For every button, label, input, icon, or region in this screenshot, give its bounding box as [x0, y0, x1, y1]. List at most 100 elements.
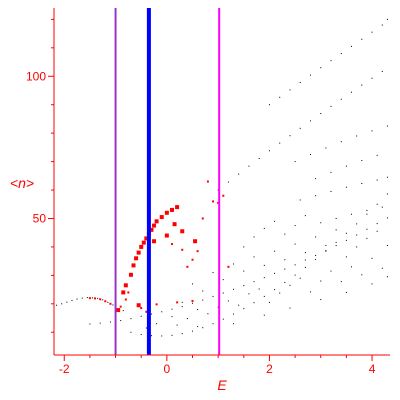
data-point-s0-161 [345, 256, 347, 258]
data-point-s0-130 [227, 300, 229, 302]
data-point-s1-0 [88, 297, 91, 300]
data-point-s1-2 [99, 298, 102, 301]
data-point-s0-82 [340, 98, 342, 100]
data-point-s0-87 [268, 104, 270, 106]
data-point-s0-70 [217, 189, 219, 191]
data-point-s0-73 [248, 165, 250, 167]
data-point-s0-115 [345, 186, 347, 188]
data-point-s0-124 [156, 323, 158, 325]
data-point-s0-54 [233, 313, 235, 315]
data-point-s0-131 [238, 304, 240, 306]
data-point-s0-35 [304, 259, 306, 261]
data-point-s1-22 [170, 243, 173, 246]
data-point-s0-62 [315, 258, 317, 260]
data-point-s0-126 [186, 318, 188, 320]
data-point-s0-104 [356, 135, 358, 137]
data-point-s0-84 [361, 84, 363, 86]
axes-layer: -2 0 2 4 50 100 [26, 8, 390, 376]
data-point-s0-106 [386, 125, 388, 127]
data-point-s1-19 [206, 180, 209, 183]
data-point-s0-118 [386, 176, 388, 178]
data-point-s0-167 [253, 236, 255, 238]
data-point-s0-152 [253, 256, 255, 258]
data-point-s0-159 [325, 244, 327, 246]
data-point-s0-136 [289, 284, 291, 286]
data-point-s1-5 [119, 305, 122, 308]
data-point-s0-176 [197, 308, 199, 310]
data-point-s0-102 [325, 147, 327, 149]
y-tick-label: 50 [33, 211, 47, 225]
data-point-s0-23 [181, 306, 183, 308]
data-point-s0-27 [222, 292, 224, 294]
data-point-s0-181 [345, 291, 347, 293]
data-point-s0-69 [386, 193, 388, 195]
data-point-s0-138 [309, 291, 311, 293]
data-point-s1-13 [191, 258, 194, 261]
data-point-s0-120 [335, 217, 337, 219]
data-point-s2-14 [164, 210, 169, 215]
data-point-s0-61 [304, 266, 306, 268]
data-point-s0-44 [130, 331, 132, 333]
data-point-s0-114 [330, 190, 332, 192]
data-point-s0-18 [130, 318, 132, 320]
data-point-s2-4 [134, 256, 139, 261]
data-point-s1-23 [181, 248, 184, 251]
data-point-s0-60 [294, 274, 296, 276]
data-point-s0-67 [366, 213, 368, 215]
x-tick-label: 2 [266, 362, 273, 376]
data-point-s0-135 [279, 292, 281, 294]
data-point-s0-153 [263, 264, 265, 266]
x-tick-label: 4 [369, 362, 376, 376]
data-point-s0-51 [202, 327, 204, 329]
data-point-s0-42 [376, 223, 378, 225]
data-point-s0-132 [248, 293, 250, 295]
data-point-s0-141 [340, 281, 342, 283]
data-point-s0-91 [309, 74, 311, 76]
data-point-s0-137 [299, 277, 301, 279]
data-point-s2-11 [152, 223, 157, 228]
data-point-s0-65 [345, 232, 347, 234]
data-point-s0-125 [176, 324, 178, 326]
data-point-s0-29 [243, 285, 245, 287]
data-point-s0-155 [284, 259, 286, 261]
data-point-s0-85 [371, 77, 373, 79]
data-point-s1-7 [127, 291, 130, 294]
data-point-s0-101 [309, 153, 311, 155]
data-point-s0-119 [320, 222, 322, 224]
data-point-s0-168 [263, 227, 265, 229]
data-point-s0-174 [171, 316, 173, 318]
data-point-s2-3 [128, 272, 133, 277]
data-point-s0-150 [233, 263, 235, 265]
data-point-s0-95 [351, 45, 353, 47]
data-point-s0-59 [284, 281, 286, 283]
data-point-s0-68 [376, 203, 378, 205]
data-point-s0-0 [56, 304, 58, 306]
data-point-s0-179 [289, 307, 291, 309]
data-point-s0-148 [212, 272, 214, 274]
data-point-s2-1 [121, 290, 126, 295]
vertical-lines-layer [114, 8, 221, 355]
data-point-s0-139 [320, 280, 322, 282]
data-point-s0-66 [356, 223, 358, 225]
data-point-s0-81 [330, 105, 332, 107]
data-point-s0-151 [243, 270, 245, 272]
data-point-s1-14 [196, 250, 199, 253]
data-point-s0-8 [97, 297, 99, 299]
data-point-s0-147 [202, 290, 204, 292]
data-point-s0-10 [107, 301, 109, 303]
data-point-s0-143 [361, 274, 363, 276]
data-point-s0-177 [233, 323, 235, 325]
data-point-s0-123 [381, 206, 383, 208]
data-point-s0-22 [171, 308, 173, 310]
y-axis-label: <n> [10, 175, 34, 191]
data-point-s0-113 [315, 195, 317, 197]
data-point-s0-133 [258, 288, 260, 290]
data-point-s0-163 [366, 237, 368, 239]
x-tick-label: 0 [164, 362, 171, 376]
data-point-s0-25 [202, 299, 204, 301]
data-point-s0-31 [263, 277, 265, 279]
data-point-s1-8 [140, 307, 143, 310]
data-point-s0-49 [181, 333, 183, 335]
x-axis-label: E [217, 377, 227, 393]
